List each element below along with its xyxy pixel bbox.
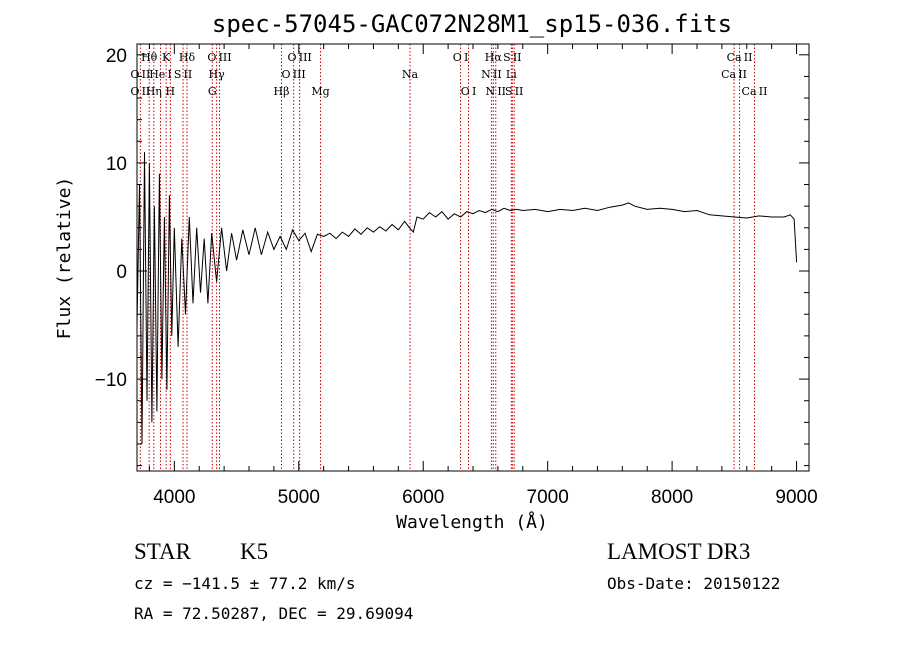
line-label: He I bbox=[149, 68, 172, 81]
coordinates: RA = 72.50287, DEC = 29.69094 bbox=[134, 604, 413, 623]
y-axis: −10 0 10 20 bbox=[95, 46, 809, 467]
line-label: Hη bbox=[146, 85, 162, 98]
line-label: H bbox=[166, 85, 176, 98]
object-class: STAR bbox=[134, 539, 192, 564]
y-axis-label: Flux (relative) bbox=[54, 177, 75, 340]
x-tick-label: 8000 bbox=[651, 487, 693, 508]
line-label: Hγ bbox=[209, 68, 226, 81]
line-label: Hα bbox=[485, 51, 503, 64]
line-label: Hδ bbox=[179, 51, 196, 64]
spectrum-line bbox=[136, 152, 798, 445]
line-label: Ca II bbox=[721, 68, 747, 81]
observation-date: Obs-Date: 20150122 bbox=[607, 574, 780, 593]
x-axis-label: Wavelength (Å) bbox=[396, 511, 548, 533]
line-label: N II bbox=[486, 85, 507, 98]
line-label: N II bbox=[481, 68, 502, 81]
line-label: O III bbox=[207, 51, 231, 64]
y-tick-label: 20 bbox=[106, 46, 127, 67]
emission-line-markers bbox=[139, 44, 755, 471]
line-label: S II bbox=[505, 85, 523, 98]
y-tick-label: 10 bbox=[106, 154, 127, 175]
line-label: S II bbox=[174, 68, 192, 81]
x-axis: 4000 5000 6000 7000 8000 9000 bbox=[148, 44, 818, 508]
line-label: O II bbox=[130, 85, 150, 98]
line-label: Li bbox=[506, 68, 517, 81]
line-label: Mg bbox=[311, 85, 329, 98]
object-subclass: K5 bbox=[240, 539, 268, 564]
line-label: O I bbox=[461, 85, 477, 98]
x-tick-label: 9000 bbox=[775, 487, 817, 508]
x-tick-label: 7000 bbox=[527, 487, 569, 508]
line-label: O II bbox=[130, 68, 150, 81]
x-tick-label: 4000 bbox=[153, 487, 195, 508]
line-label: Ca II bbox=[742, 85, 768, 98]
line-label: Na bbox=[402, 68, 419, 81]
line-label: G bbox=[208, 85, 217, 98]
y-tick-label: −10 bbox=[95, 370, 127, 391]
line-label: O I bbox=[453, 51, 469, 64]
x-tick-label: 5000 bbox=[278, 487, 320, 508]
survey-name: LAMOST DR3 bbox=[607, 539, 750, 564]
line-label: Ca II bbox=[727, 51, 753, 64]
line-label: K bbox=[162, 51, 171, 64]
line-label: Hβ bbox=[274, 85, 290, 98]
redshift-cz: cz = −141.5 ± 77.2 km/s bbox=[134, 574, 356, 593]
x-tick-label: 6000 bbox=[402, 487, 444, 508]
y-tick-label: 0 bbox=[116, 262, 127, 283]
line-label: Hθ bbox=[141, 51, 158, 64]
line-label: S II bbox=[503, 51, 521, 64]
line-label: O III bbox=[288, 51, 312, 64]
chart-title: spec-57045-GAC072N28M1_sp15-036.fits bbox=[212, 10, 732, 38]
line-label: O III bbox=[282, 68, 306, 81]
